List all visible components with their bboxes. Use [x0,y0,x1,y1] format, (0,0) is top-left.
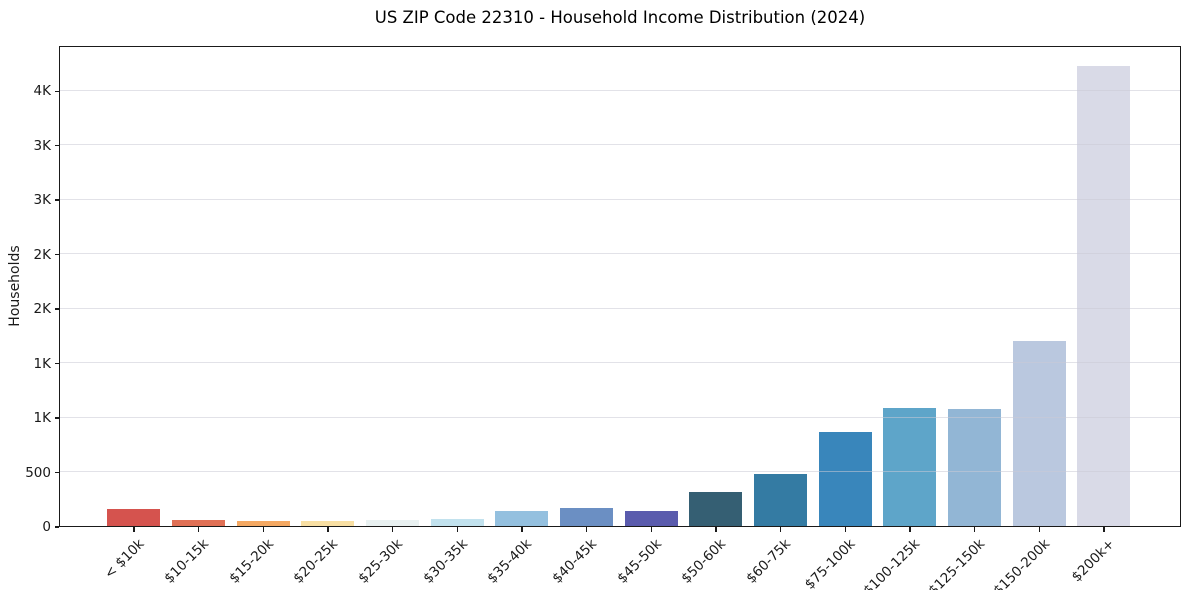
x-tick-label: $20-25k [290,536,342,587]
x-tick-label: $40-45k [549,536,601,587]
bar-10-60-75k [753,473,807,526]
y-tick-label: 3K [33,137,51,154]
x-tick-mark [715,527,717,532]
x-tick-mark [327,527,329,532]
x-tick-label: $50-60k [678,536,730,587]
gridline [60,198,1180,200]
chart-title: US ZIP Code 22310 - Household Income Dis… [374,8,866,27]
x-tick-mark [198,527,200,532]
bar-7-40-45k [559,508,613,526]
x-tick-mark [844,527,846,532]
x-tick-label: $200k+ [1068,536,1118,586]
x-tick-label: $60-75k [743,536,795,587]
x-tick-mark [586,527,588,532]
x-tick-label: $125-150k [925,536,989,590]
bar-12-100-125k [883,408,937,526]
x-tick-mark [650,527,652,532]
x-tick-mark [262,527,264,532]
y-tick-mark [54,308,59,310]
y-tick-label: 1K [33,410,51,426]
bar-8-45-50k [624,510,678,526]
gridline [60,362,1180,363]
bar-15-200k [1077,66,1131,526]
y-tick-mark [54,526,59,528]
x-tick-mark [974,527,976,532]
y-tick-mark [54,199,59,201]
y-tick-label: 4K [33,83,51,100]
y-tick-mark [54,253,59,256]
x-tick-mark [1038,527,1040,532]
y-tick-mark [54,417,59,419]
y-axis-label: Households [7,245,23,327]
bar-0-10k [107,509,161,526]
bar-14-150-200k [1012,341,1066,526]
x-tick-label: $150-200k [989,536,1053,590]
y-tick-label: 1K [33,355,51,372]
y-tick-mark [54,471,59,474]
x-tick-label: $15-20k [225,536,277,587]
x-tick-mark [133,527,135,532]
bar-1-10-15k [171,519,225,526]
bar-2-15-20k [236,521,290,526]
y-tick-label: 500 [25,464,51,481]
gridline [60,253,1180,255]
y-tick-label: 2K [33,246,51,263]
x-tick-label: $75-100k [801,536,859,590]
x-tick-label: $35-40k [484,536,536,587]
x-tick-label: $25-30k [355,536,407,587]
gridline [60,471,1180,472]
bar-5-30-35k [430,518,484,526]
x-tick-label: $10-15k [161,536,213,587]
x-tick-label: < $10k [101,536,148,583]
gridline [60,144,1180,146]
x-tick-label: $100-125k [860,536,924,590]
x-tick-label: $45-50k [614,536,665,587]
x-tick-label: $30-35k [420,536,471,587]
y-tick-mark [54,90,59,92]
bar-13-125-150k [947,409,1001,526]
y-tick-label: 0 [42,519,51,535]
y-tick-mark [54,362,59,365]
x-tick-mark [1103,527,1105,532]
y-tick-label: 3K [33,192,51,209]
bar-6-35-40k [495,510,549,526]
gridline [60,89,1180,91]
gridline [60,416,1180,418]
gridline [60,307,1180,309]
y-tick-mark [54,144,59,147]
plot-area [59,46,1181,527]
bar-11-75-100k [818,432,872,526]
y-tick-label: 2K [33,301,51,318]
x-tick-mark [780,527,782,532]
x-tick-mark [521,527,523,532]
bar-9-50-60k [689,492,743,526]
bar-4-25-30k [365,520,419,526]
bar-3-20-25k [301,520,355,526]
x-tick-mark [909,527,911,532]
x-tick-mark [456,527,458,532]
x-tick-mark [392,527,394,532]
